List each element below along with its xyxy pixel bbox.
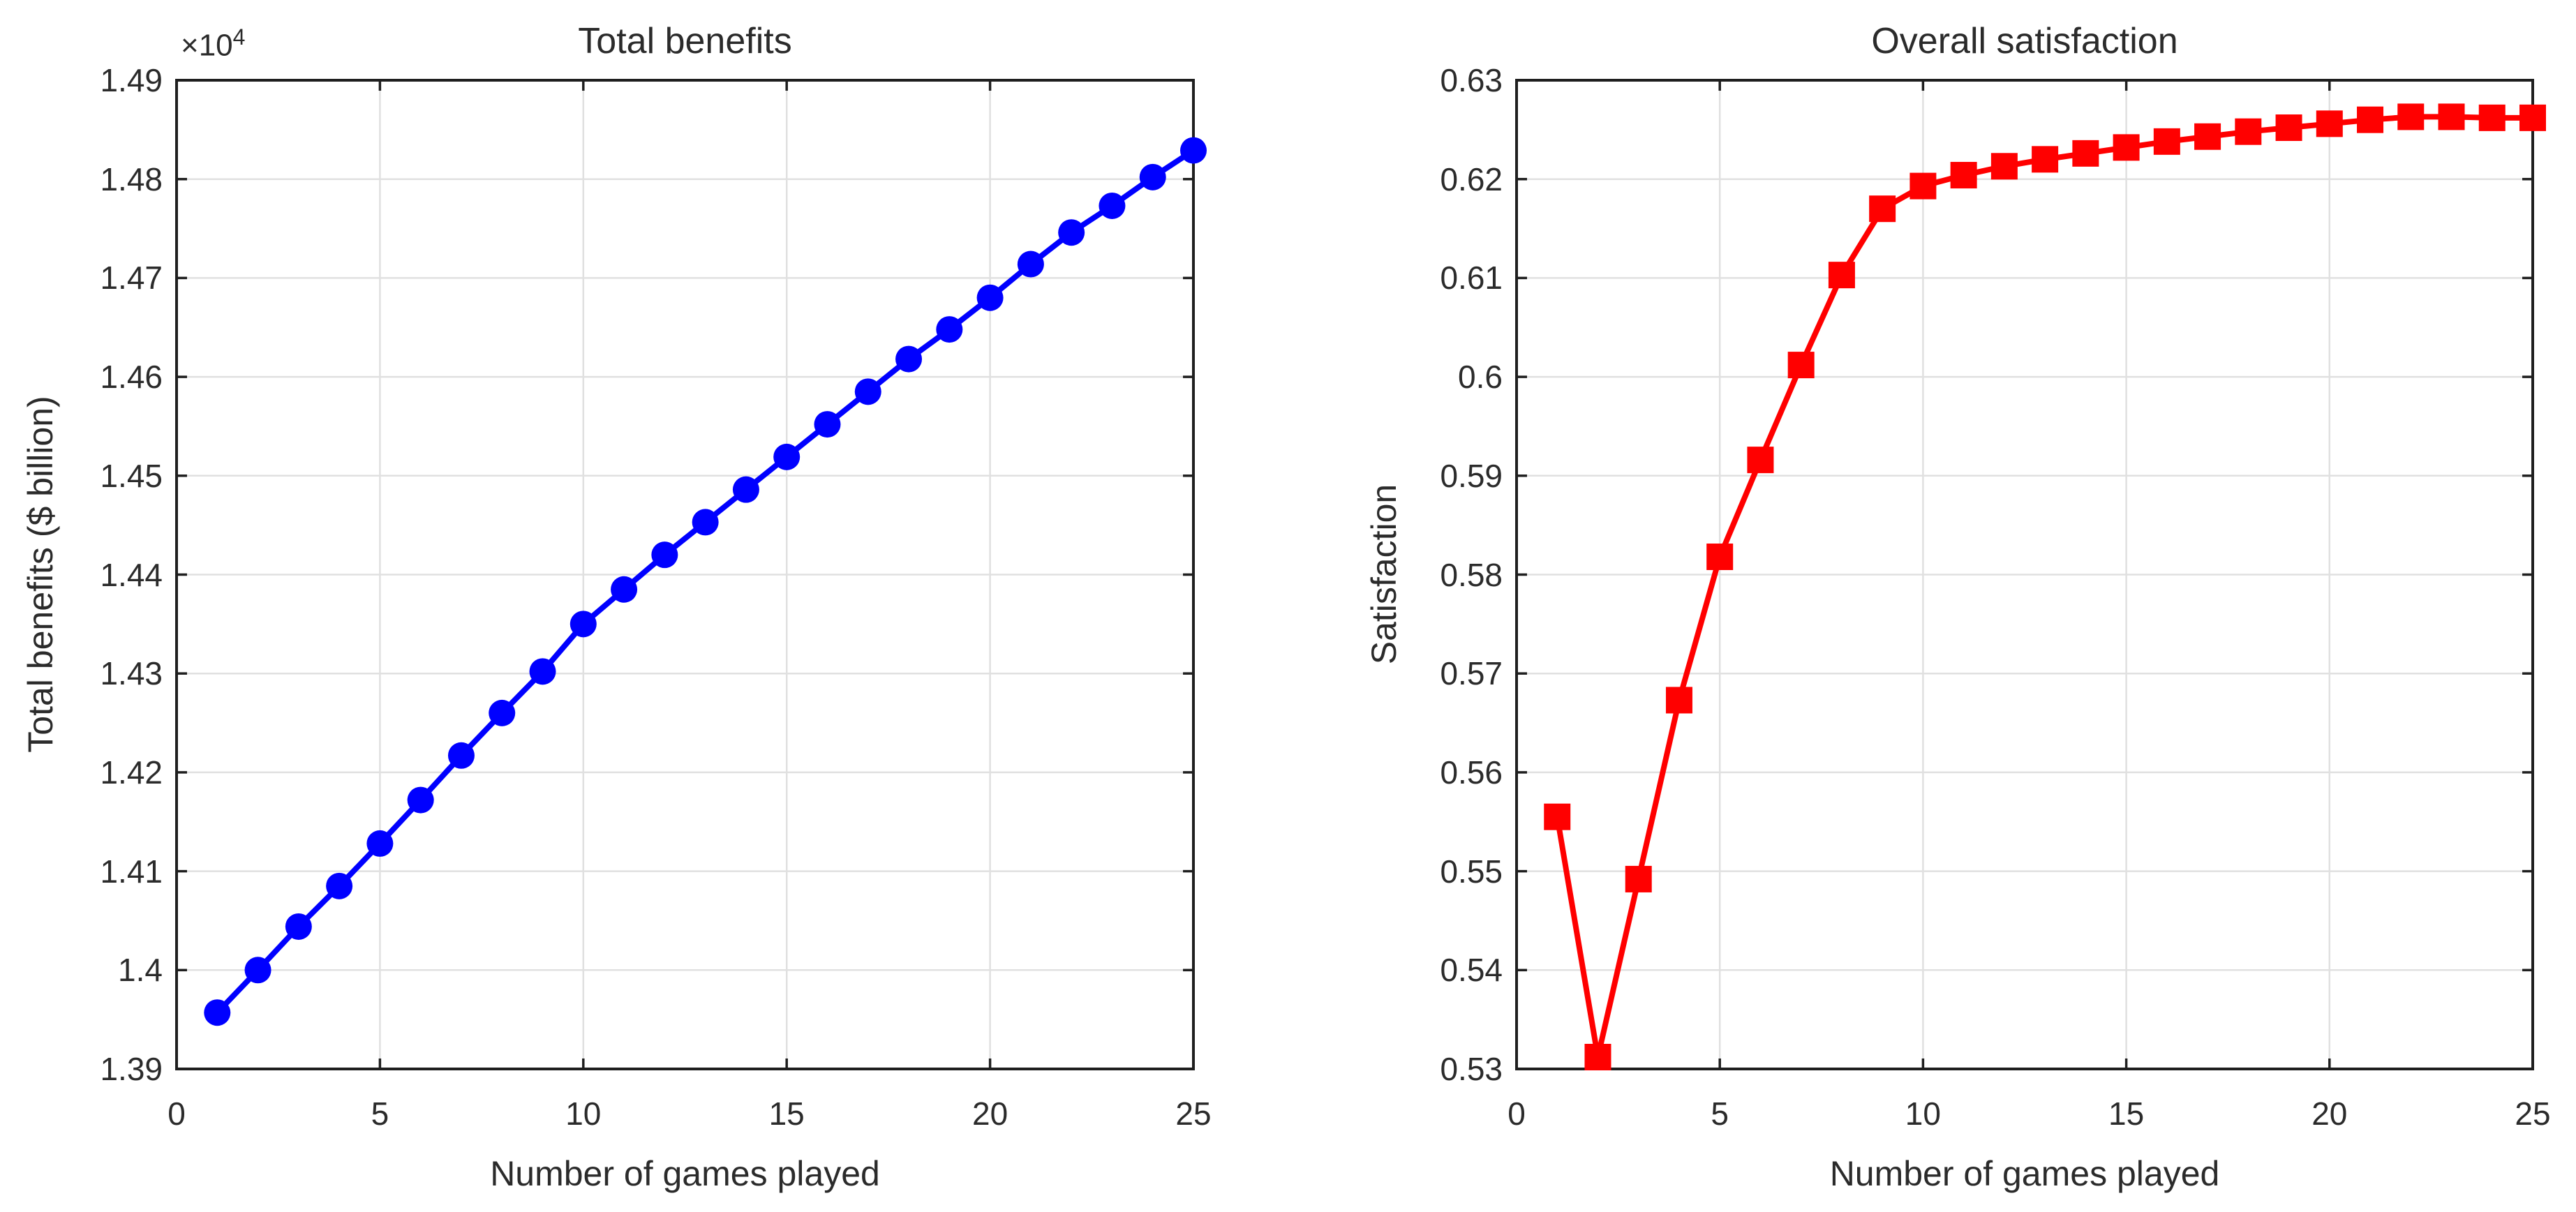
data-point-marker: [2357, 106, 2384, 133]
data-point-marker: [692, 509, 719, 536]
y-axis-exponent-label: ×104: [181, 24, 246, 63]
data-point-marker: [854, 378, 881, 405]
y-tick-label: 1.46: [100, 359, 163, 396]
data-point-marker: [1625, 865, 1652, 892]
data-point-marker: [204, 999, 231, 1026]
y-tick-label: 0.59: [1440, 457, 1503, 494]
x-axis-label: Number of games played: [490, 1154, 880, 1193]
data-point-marker: [1017, 250, 1044, 278]
data-point-marker: [326, 872, 353, 899]
data-point-marker: [1544, 803, 1571, 830]
x-tick-label: 10: [1905, 1095, 1941, 1132]
chart-title: Total benefits: [578, 21, 792, 61]
data-point-marker: [895, 345, 923, 373]
y-tick-label: 0.6: [1458, 359, 1503, 396]
y-tick-label: 0.57: [1440, 655, 1503, 692]
data-point-marker: [407, 786, 434, 814]
data-point-marker: [1950, 162, 1977, 189]
data-point-marker: [1869, 195, 1896, 223]
data-point-marker: [936, 316, 963, 343]
y-tick-label: 1.41: [100, 853, 163, 890]
data-point-marker: [2397, 103, 2425, 130]
data-point-marker: [529, 658, 556, 685]
y-tick-label: 1.44: [100, 556, 163, 593]
data-point-marker: [2275, 114, 2302, 142]
y-tick-label: 0.56: [1440, 754, 1503, 791]
data-point-marker: [1584, 1043, 1611, 1070]
data-point-marker: [285, 913, 312, 940]
data-point-marker: [2153, 128, 2180, 155]
data-point-marker: [447, 742, 475, 769]
data-point-marker: [569, 611, 597, 638]
y-tick-label: 0.55: [1440, 853, 1503, 890]
data-point-marker: [2519, 104, 2546, 131]
x-axis-label: Number of games played: [1829, 1154, 2220, 1193]
data-point-marker: [773, 443, 801, 470]
x-tick-label: 20: [2311, 1095, 2348, 1132]
y-tick-label: 1.47: [100, 260, 163, 297]
data-point-marker: [1828, 262, 1855, 289]
data-point-marker: [1665, 687, 1692, 714]
data-point-marker: [1990, 153, 2018, 180]
y-tick-label: 1.42: [100, 754, 163, 791]
data-point-marker: [2072, 140, 2099, 167]
y-tick-label: 1.48: [100, 160, 163, 197]
data-point-marker: [1139, 163, 1166, 190]
data-point-marker: [2235, 118, 2262, 145]
plot-area: [1515, 79, 2546, 1070]
x-tick-label: 0: [167, 1095, 186, 1132]
data-point-marker: [489, 699, 516, 726]
data-point-marker: [1058, 219, 1085, 246]
x-tick-label: 20: [972, 1095, 1008, 1132]
data-point-marker: [1099, 192, 1126, 219]
data-point-marker: [366, 830, 394, 857]
data-point-marker: [1706, 543, 1734, 570]
data-point-marker: [2113, 134, 2140, 161]
y-tick-label: 0.62: [1440, 160, 1503, 197]
y-tick-label: 0.58: [1440, 556, 1503, 593]
data-point-marker: [2316, 110, 2343, 137]
y-tick-label: 0.63: [1440, 62, 1503, 98]
x-tick-label: 5: [1711, 1095, 1729, 1132]
y-tick-label: 1.4: [118, 952, 163, 989]
data-point-marker: [611, 576, 638, 603]
y-tick-label: 0.53: [1440, 1051, 1503, 1087]
data-point-marker: [2438, 103, 2465, 130]
data-point-marker: [2032, 146, 2059, 173]
x-tick-label: 25: [2515, 1095, 2551, 1132]
y-tick-label: 0.61: [1440, 260, 1503, 297]
x-tick-label: 15: [2108, 1095, 2145, 1132]
x-tick-label: 15: [768, 1095, 805, 1132]
chart-title: Overall satisfaction: [1871, 21, 2178, 61]
data-point-marker: [1909, 172, 1937, 200]
data-point-marker: [1747, 447, 1774, 474]
y-tick-label: 1.49: [100, 62, 163, 98]
data-point-marker: [651, 541, 678, 569]
y-tick-label: 1.39: [100, 1051, 163, 1087]
y-tick-label: 0.54: [1440, 952, 1503, 989]
data-point-marker: [2194, 123, 2221, 150]
plot-line: [214, 147, 1196, 1016]
y-tick-label: 1.43: [100, 655, 163, 692]
data-point-marker: [976, 284, 1004, 311]
subplot-total-benefits: Total benefits ×104 Number of games play…: [21, 22, 1212, 1192]
x-tick-label: 5: [371, 1095, 389, 1132]
plot-line: [1554, 114, 2536, 1060]
x-tick-label: 0: [1507, 1095, 1526, 1132]
x-tick-label: 25: [1175, 1095, 1212, 1132]
data-point-marker: [1787, 352, 1815, 379]
data-point-marker: [1180, 137, 1207, 164]
data-point-marker: [244, 957, 271, 984]
subplot-overall-satisfaction: Overall satisfaction Number of games pla…: [1364, 22, 2551, 1192]
data-point-marker: [732, 476, 759, 503]
y-tick-label: 1.45: [100, 457, 163, 494]
data-point-marker: [814, 411, 841, 438]
data-point-marker: [2478, 104, 2506, 131]
plot-area: [175, 79, 1207, 1070]
x-tick-label: 10: [565, 1095, 602, 1132]
